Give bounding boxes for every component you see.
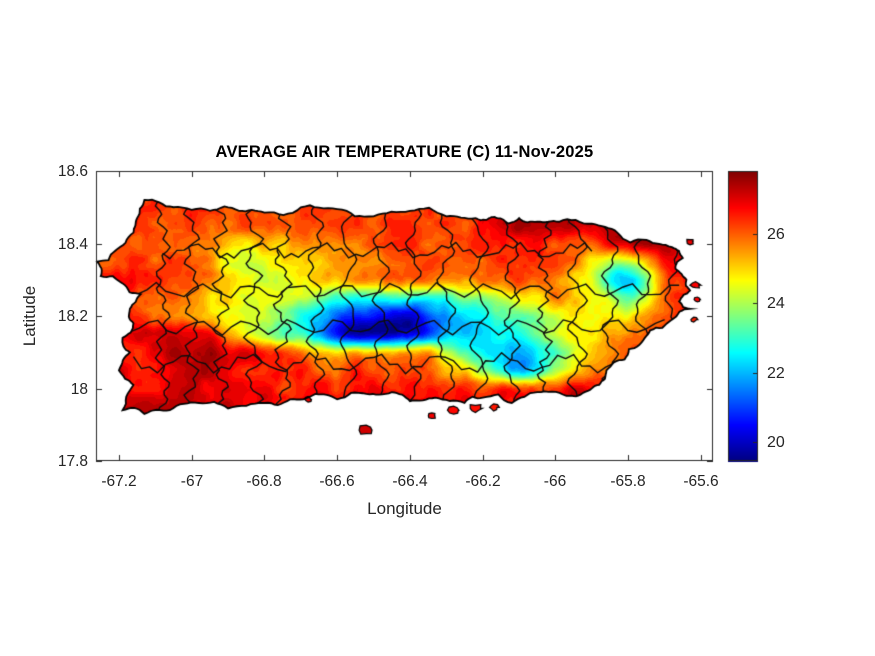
x-tick-label: -67 xyxy=(180,473,204,490)
y-tick-label: 18.2 xyxy=(57,308,88,325)
chart-title: AVERAGE AIR TEMPERATURE (C) 11-Nov-2025 xyxy=(215,143,594,161)
y-tick-label: 17.8 xyxy=(57,453,88,470)
x-tick-label: -65.8 xyxy=(610,473,646,490)
x-axis-label: Longitude xyxy=(367,499,442,518)
colorbar-tick-label: 26 xyxy=(767,226,785,243)
x-tick-label: -66 xyxy=(543,473,567,490)
x-tick-label: -66.6 xyxy=(319,473,355,490)
x-tick-label: -66.2 xyxy=(465,473,501,490)
x-tick-label: -66.8 xyxy=(246,473,282,490)
colorbar-tick-label: 22 xyxy=(767,365,785,382)
x-tick-label: -66.4 xyxy=(392,473,428,490)
y-tick-label: 18 xyxy=(70,381,88,398)
x-tick-label: -67.2 xyxy=(101,473,137,490)
colorbar-tick-label: 20 xyxy=(767,434,785,451)
y-tick-label: 18.6 xyxy=(57,163,88,180)
colorbar-tick-label: 24 xyxy=(767,295,785,312)
y-tick-label: 18.4 xyxy=(57,236,88,253)
x-tick-label: -65.6 xyxy=(683,473,719,490)
